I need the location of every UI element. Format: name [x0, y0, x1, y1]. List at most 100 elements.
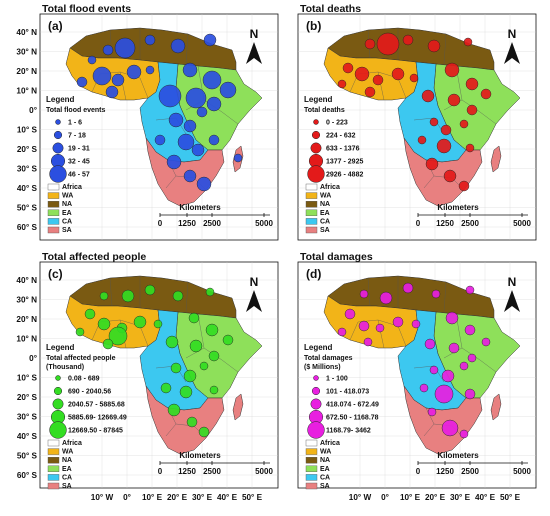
map-panel-b: Total deaths (b) Legend Total deaths 0 - 223… — [297, 3, 537, 241]
flood-bubble — [97, 317, 111, 331]
legend-region-swatch — [47, 183, 60, 191]
scale-tick-label: 0 — [416, 467, 421, 476]
legend-region-label: EA — [320, 466, 330, 473]
flood-bubble — [222, 334, 234, 346]
lon-tick-label: 0° — [381, 493, 389, 502]
lat-tick-label: 40° S — [17, 184, 38, 193]
panel-title: Total damages — [300, 251, 373, 263]
legend-region-swatch — [47, 218, 60, 225]
flood-bubble — [364, 86, 376, 98]
flood-bubble — [205, 323, 219, 337]
flood-bubble — [76, 76, 88, 88]
flood-bubble — [465, 285, 475, 295]
flood-bubble — [84, 308, 96, 320]
legend-region-label: SA — [320, 227, 330, 234]
legend-region-label: SA — [62, 227, 72, 234]
lat-tick-label: 0° — [29, 354, 37, 363]
flood-bubble — [409, 73, 419, 83]
legend-bubble — [310, 398, 322, 410]
flood-bubble — [448, 342, 460, 354]
lon-tick-label: 10° W — [91, 493, 114, 502]
map-panel-c: Total affected people (c) Legend Total affe… — [16, 251, 279, 502]
legend-region-label: SA — [320, 483, 330, 490]
lon-tick-label: 0° — [123, 493, 131, 502]
legend-region-swatch — [305, 200, 318, 208]
legend-region-swatch — [305, 183, 318, 191]
flood-bubble — [431, 289, 441, 299]
legend-region-label: Africa — [320, 184, 340, 191]
flood-bubble — [196, 176, 212, 192]
flood-bubble — [359, 289, 369, 299]
legend-region-swatch — [47, 474, 60, 481]
flood-bubble — [188, 312, 200, 324]
scale-tick-label: 2500 — [461, 219, 479, 228]
flood-bubble — [233, 153, 243, 163]
flood-bubble — [427, 39, 441, 53]
flood-bubble — [170, 38, 186, 54]
legend-class-label: 2926 - 4882 — [326, 172, 363, 179]
legend-region-swatch — [47, 209, 60, 217]
flood-bubble — [102, 44, 114, 56]
lon-tick-label: 30° E — [450, 493, 471, 502]
legend-class-label: 46 - 57 — [68, 172, 90, 179]
legend-class-label: 7 - 18 — [68, 133, 86, 140]
flood-bubble — [160, 382, 172, 394]
legend-title: Legend — [46, 95, 75, 104]
lat-tick-label: 20° S — [17, 145, 38, 154]
legend-subtitle: Total affected people — [46, 355, 116, 362]
lon-tick-label: 50° E — [500, 493, 521, 502]
legend-region-swatch — [305, 474, 318, 481]
flood-bubble — [467, 353, 477, 363]
flood-bubble — [444, 62, 460, 78]
flood-bubble — [126, 64, 142, 80]
flood-bubble — [102, 338, 114, 350]
flood-bubble — [441, 369, 455, 383]
legend-class-label: 1377 - 2925 — [326, 159, 363, 166]
panel-title: Total deaths — [300, 3, 361, 15]
flood-bubble — [354, 66, 370, 82]
lat-tick-label: 50° S — [17, 204, 38, 213]
legend-region-label: CA — [320, 474, 330, 481]
legend-region-label: SA — [62, 483, 72, 490]
legend-region-label: EA — [62, 210, 72, 217]
flood-bubble — [459, 119, 469, 129]
flood-bubble — [458, 180, 470, 192]
flood-bubble — [425, 157, 439, 171]
legend-region-label: Africa — [62, 184, 82, 191]
lon-tick-label: 50° E — [242, 493, 263, 502]
legend-region-label: Africa — [62, 440, 82, 447]
scale-tick-label: 5000 — [255, 219, 273, 228]
lat-tick-label: 50° S — [17, 452, 38, 461]
flood-bubble — [465, 143, 475, 153]
flood-bubble — [99, 291, 109, 301]
legend-region-label: WA — [62, 193, 73, 200]
flood-bubble — [391, 67, 405, 81]
lat-tick-label: 20° N — [16, 67, 37, 76]
flood-bubble — [459, 361, 469, 371]
flood-bubble — [441, 419, 459, 437]
legend-region-label: NA — [320, 457, 330, 464]
legend-region-swatch — [47, 226, 60, 234]
legend-region-label: CA — [62, 474, 72, 481]
lat-tick-label: 10° S — [17, 126, 38, 135]
legend-region-label: WA — [320, 449, 331, 456]
flood-bubble — [153, 319, 163, 329]
lat-tick-label: 40° N — [16, 276, 37, 285]
scale-tick-label: 1250 — [178, 467, 196, 476]
legend-region-label: EA — [320, 210, 330, 217]
legend-class-label: 2040.57 - 5885.68 — [68, 402, 125, 409]
flood-bubble — [419, 383, 429, 393]
scale-tick-label: 5000 — [513, 467, 531, 476]
legend: Legend Total affected people (Thousand) 0.0… — [46, 343, 127, 490]
flood-bubble — [75, 327, 85, 337]
lat-tick-label: 30° N — [16, 48, 37, 57]
scale-title: Kilometers — [179, 203, 221, 212]
lon-tick-label: 10° E — [142, 493, 163, 502]
lat-tick-label: 30° S — [17, 165, 38, 174]
flood-bubble — [337, 327, 347, 337]
legend-class-label: 633 - 1376 — [326, 146, 360, 153]
flood-bubble — [179, 385, 193, 399]
legend: Legend Total deaths 0 - 223 224 - 632 633 - … — [304, 95, 363, 234]
legend-region-swatch — [305, 218, 318, 225]
flood-bubble — [392, 316, 404, 328]
